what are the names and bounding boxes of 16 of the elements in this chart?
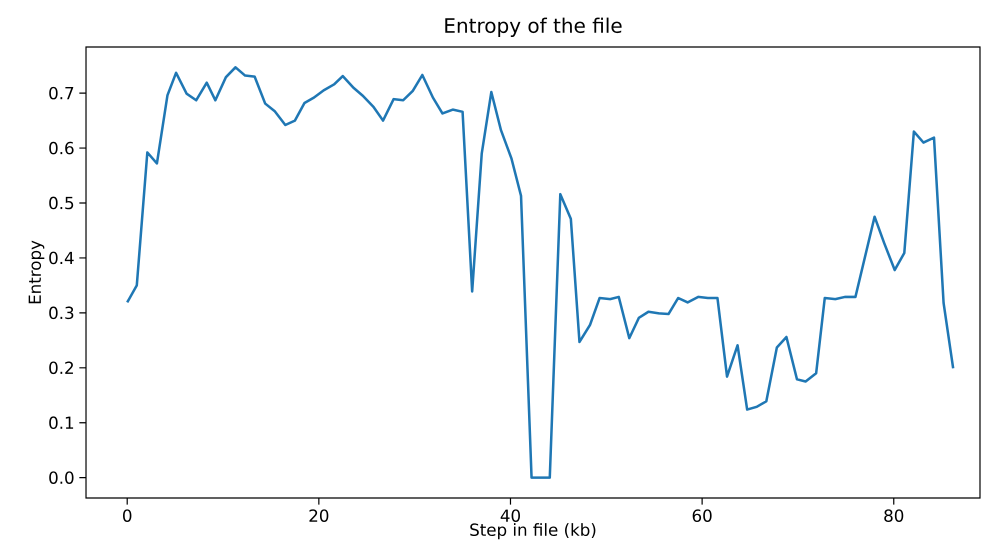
x-tick-label: 40 (500, 509, 520, 522)
x-tick-label: 60 (692, 509, 712, 522)
x-tick-label: 20 (309, 509, 328, 522)
y-tick-label: 0.4 (49, 252, 74, 264)
y-tick-label: 0.0 (49, 471, 74, 484)
y-tick-label: 0.2 (49, 361, 73, 374)
y-tick-label: 0.7 (49, 86, 74, 100)
y-tick-label: 0.3 (49, 306, 74, 320)
y-tick-label: 0.6 (49, 142, 74, 154)
x-axis-title: Step in file (kb) (470, 523, 596, 540)
x-tick-label: 0 (123, 509, 132, 522)
x-tick-label: 80 (884, 509, 904, 522)
y-tick-label: 0.1 (49, 416, 74, 430)
y-axis-title: Entropy (28, 240, 44, 304)
chart-title: Entropy of the file (445, 18, 622, 37)
y-tick-label: 0.5 (49, 196, 74, 210)
